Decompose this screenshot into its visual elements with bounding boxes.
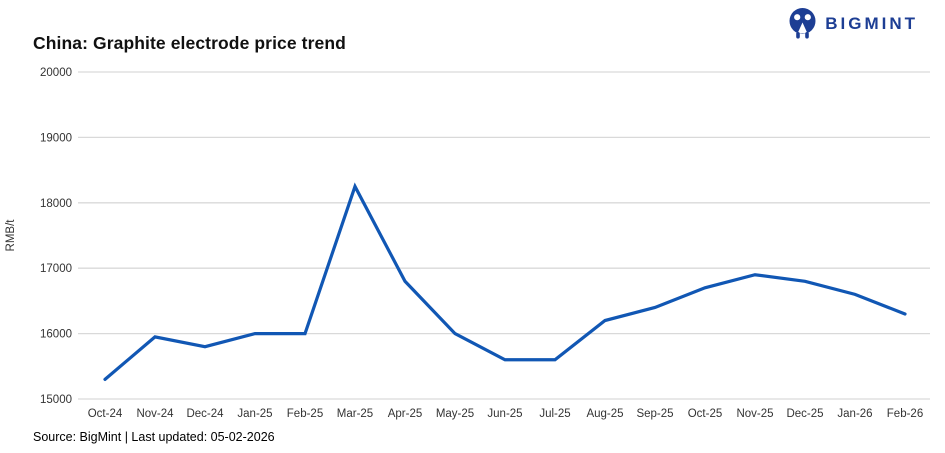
- x-tick-label: Nov-25: [736, 408, 773, 420]
- x-tick-label: Jun-25: [487, 408, 522, 420]
- x-tick-label: Oct-25: [688, 408, 723, 420]
- x-tick-label: Mar-25: [337, 408, 373, 420]
- y-axis-tick-labels: 15000 16000 17000 18000 19000 20000: [40, 67, 72, 406]
- source-note: Source: BigMint | Last updated: 05-02-20…: [33, 430, 275, 444]
- y-tick-label: 20000: [40, 67, 72, 79]
- gridlines: [78, 71, 930, 400]
- y-tick-label: 18000: [40, 198, 72, 210]
- y-tick-label: 16000: [40, 329, 72, 341]
- bigmint-logo: BIGMINT: [787, 7, 918, 41]
- x-tick-label: Oct-24: [88, 408, 123, 420]
- x-tick-label: May-25: [436, 408, 474, 420]
- x-tick-label: Sep-25: [636, 408, 673, 420]
- chart-title: China: Graphite electrode price trend: [33, 33, 346, 53]
- y-axis-title: RMB/t: [5, 219, 17, 252]
- x-tick-label: Feb-25: [287, 408, 323, 420]
- x-tick-label: Dec-25: [786, 408, 823, 420]
- x-tick-label: Jul-25: [539, 408, 570, 420]
- x-tick-label: Feb-26: [887, 408, 923, 420]
- x-tick-label: Nov-24: [136, 408, 174, 420]
- y-tick-label: 15000: [40, 394, 72, 406]
- x-tick-label: Jan-25: [237, 408, 272, 420]
- x-tick-label: Jan-26: [837, 408, 872, 420]
- bigmint-logo-text: BIGMINT: [825, 14, 918, 33]
- y-tick-label: 17000: [40, 263, 72, 275]
- price-line-series: [103, 182, 907, 381]
- y-tick-label: 19000: [40, 132, 72, 144]
- x-tick-label: Aug-25: [586, 408, 623, 420]
- x-axis-tick-labels: Oct-24 Nov-24 Dec-24 Jan-25 Feb-25 Mar-25 Apr-…: [88, 408, 923, 420]
- bigmint-logo-icon: [789, 8, 816, 39]
- x-tick-label: Apr-25: [388, 408, 423, 420]
- x-tick-label: Dec-24: [186, 408, 224, 420]
